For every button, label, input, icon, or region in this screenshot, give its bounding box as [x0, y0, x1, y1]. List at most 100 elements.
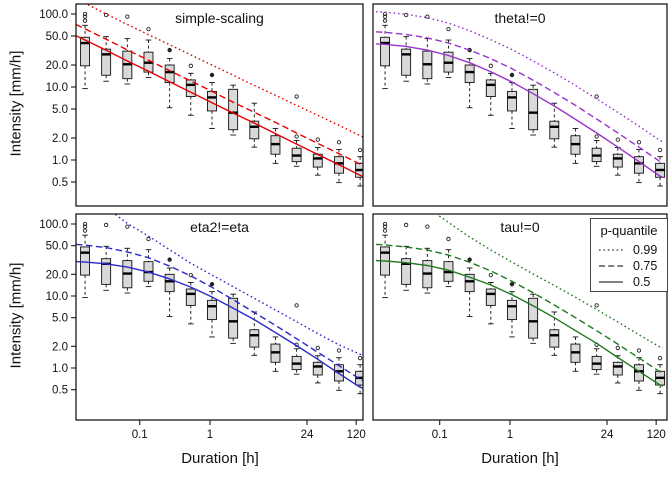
outlier-point	[636, 348, 642, 353]
y-tick-label: 20.0	[46, 269, 68, 281]
x-tick-label: 0.1	[432, 429, 448, 441]
x-axis-label-left-col: Duration [h]	[181, 450, 259, 467]
outlier-point	[167, 257, 172, 262]
legend-title: p-quantile	[600, 223, 658, 238]
outlier-point	[657, 356, 663, 361]
boxplot	[80, 11, 91, 90]
boxplot	[122, 224, 133, 294]
boxplot	[164, 47, 175, 109]
dotted-line-icon	[599, 249, 623, 251]
outlier-point	[425, 224, 430, 229]
boxplot	[591, 94, 602, 167]
boxplot	[207, 281, 217, 338]
boxplot	[355, 147, 363, 187]
outlier-point	[636, 140, 642, 145]
y-tick-label: 2.0	[52, 341, 68, 353]
outlier-point	[82, 11, 88, 17]
boxplot	[143, 236, 154, 288]
outlier-point	[209, 72, 215, 78]
x-tick-label: 24	[301, 429, 314, 441]
y-tick-label: 100.0	[39, 9, 68, 21]
outlier-point	[615, 345, 620, 351]
boxplot	[591, 303, 602, 375]
boxplot	[422, 224, 433, 294]
legend-entry-label: 0.5	[633, 275, 651, 289]
y-tick-label: 5.0	[52, 313, 68, 325]
q99-line	[84, 4, 363, 138]
x-tick-label: 120	[647, 429, 666, 441]
y-tick-label: 100.0	[39, 219, 68, 231]
panel-title-tau: tau!=0	[500, 219, 540, 235]
outlier-point	[146, 27, 151, 32]
boxplot	[507, 281, 517, 338]
outlier-point	[594, 303, 599, 308]
outlier-point	[382, 224, 388, 229]
legend-entry-label: 0.99	[633, 243, 658, 257]
dashed-line-icon	[599, 265, 623, 267]
q75-line	[76, 243, 363, 382]
outlier-point	[382, 14, 388, 19]
q99-line	[113, 214, 363, 356]
outlier-point	[382, 18, 388, 23]
outlier-point	[315, 137, 320, 142]
boxplot	[164, 257, 175, 317]
q99-line	[435, 214, 664, 349]
boxplot	[185, 272, 196, 325]
outlier-point	[146, 236, 151, 242]
panel-title-theta: theta!=0	[494, 10, 546, 26]
boxplot	[570, 128, 581, 164]
outlier-point	[315, 345, 320, 351]
boxplot	[464, 257, 475, 317]
solid-line-icon	[599, 281, 623, 283]
outlier-point	[488, 272, 493, 278]
boxplot	[612, 345, 623, 384]
outlier-point	[382, 228, 388, 233]
outlier-point	[403, 222, 409, 228]
q50-line	[76, 260, 363, 390]
q50-line	[375, 259, 664, 387]
outlier-point	[357, 356, 363, 361]
boxplot	[528, 84, 539, 136]
outlier-point	[425, 14, 430, 19]
outlier-point	[294, 94, 299, 99]
boxplot	[549, 311, 560, 356]
outlier-point	[103, 222, 109, 228]
panel-frame	[75, 3, 364, 207]
boxplot	[228, 84, 239, 136]
panel-title-simple-scaling: simple-scaling	[175, 10, 264, 26]
boxplot	[270, 128, 281, 164]
boxplot	[270, 336, 281, 372]
panel-title-eta2: eta2!=eta	[190, 219, 249, 235]
outlier-point	[188, 272, 193, 278]
boxplot	[655, 147, 666, 187]
outlier-point	[488, 63, 493, 68]
panel-0-content	[76, 4, 363, 187]
boxplot	[249, 102, 260, 148]
y-tick-label: 0.5	[52, 177, 68, 189]
y-axis-label-top-row: Intensity [mm/h]	[7, 50, 25, 157]
y-tick-label: 2.0	[52, 133, 68, 145]
outlier-point	[509, 72, 515, 78]
legend-entry-075: 0.75	[591, 258, 667, 274]
y-tick-label: 5.0	[52, 104, 68, 116]
x-tick-label: 120	[347, 429, 366, 441]
outlier-point	[657, 147, 663, 153]
boxplot	[401, 12, 412, 82]
outlier-point	[615, 137, 620, 142]
outlier-point	[82, 228, 88, 233]
boxplot	[464, 47, 475, 109]
q50-line	[375, 43, 664, 178]
boxplot	[443, 27, 454, 78]
outlier-point	[446, 27, 451, 32]
q75-line	[375, 243, 664, 374]
q75-line	[375, 31, 664, 164]
x-tick-label: 24	[601, 429, 614, 441]
boxplot	[422, 14, 433, 85]
x-tick-label: 1	[507, 429, 513, 441]
y-tick-label: 50.0	[46, 241, 68, 253]
boxplot	[485, 63, 496, 116]
q99-line	[375, 10, 664, 143]
boxplot	[80, 221, 91, 299]
